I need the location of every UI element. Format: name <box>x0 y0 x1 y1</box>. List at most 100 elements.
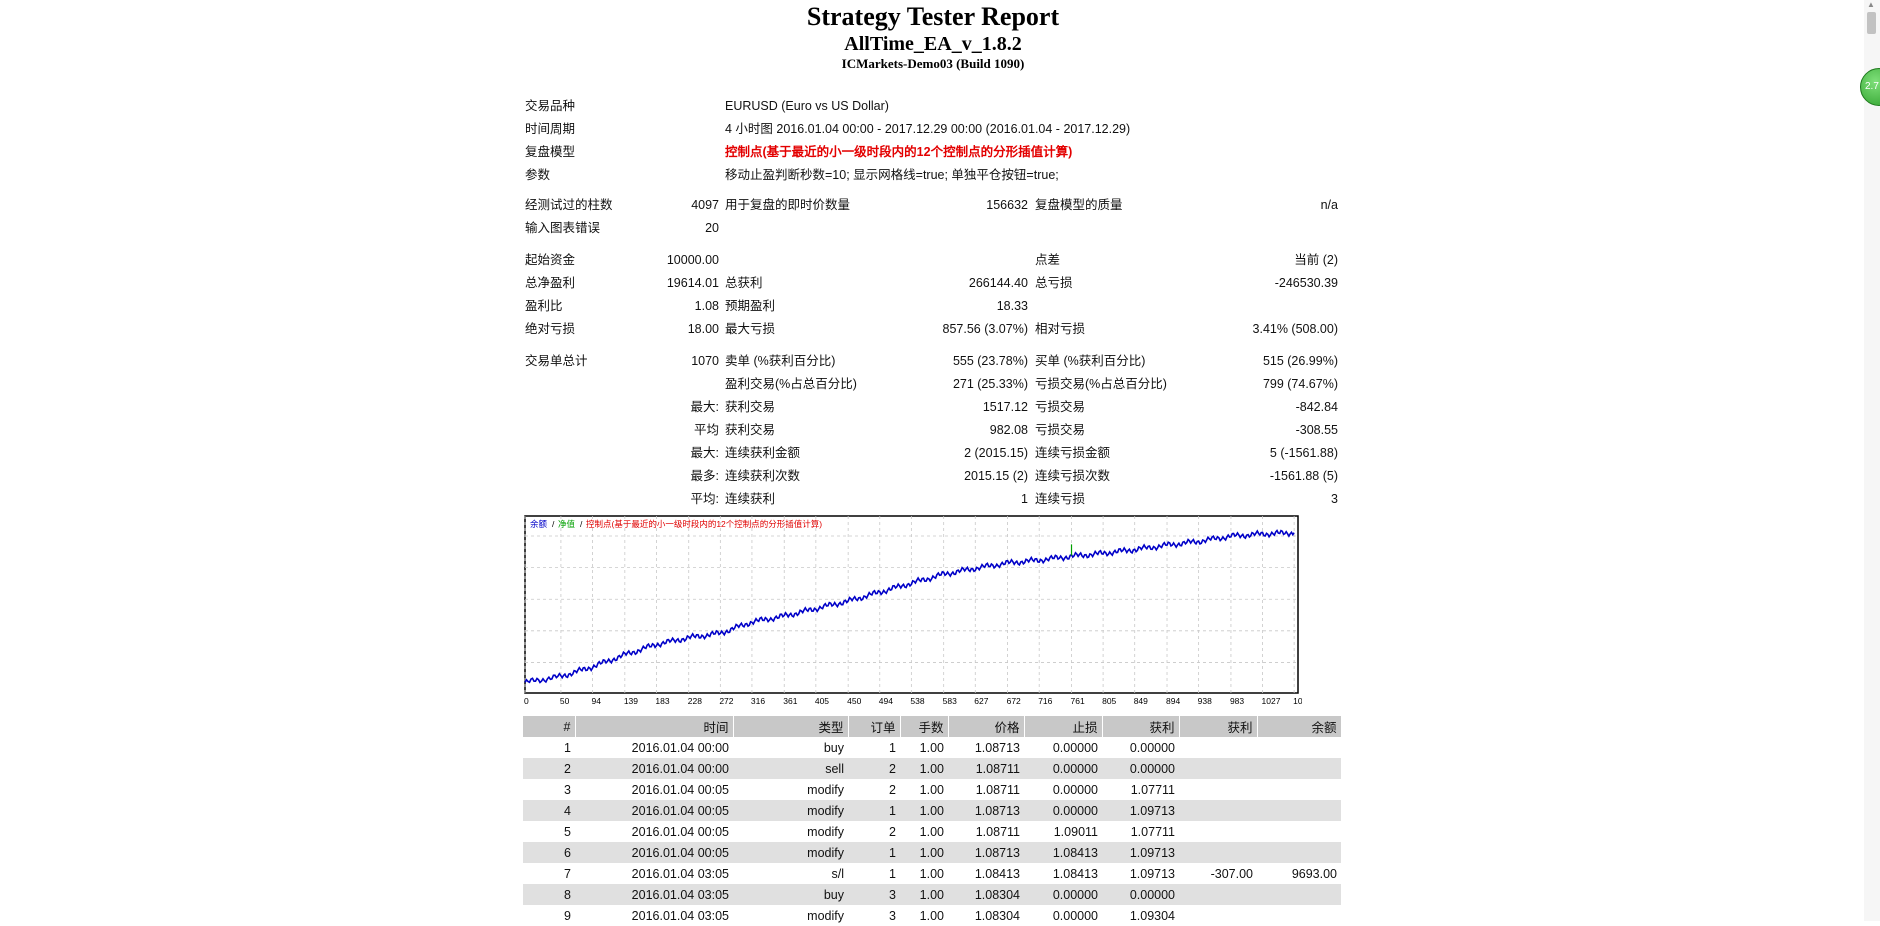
server-name: ICMarkets-Demo03 (Build 1090) <box>841 56 1025 71</box>
legend-balance: 余额 <box>530 519 548 529</box>
balance-line <box>524 529 1295 684</box>
stat-value: 3.41% (508.00) <box>1252 322 1338 336</box>
stat-prefix: 平均: <box>690 492 719 506</box>
stats-row-profit-factor: 盈利比 1.08 预期盈利 18.33 <box>525 295 1340 317</box>
stats-row-average-consecutive: 平均: 连续获利 1 连续亏损 3 <box>525 488 1340 510</box>
cell-col-type: modify <box>733 800 848 821</box>
cell-col-tp: 1.07711 <box>1130 824 1175 839</box>
cell-col-lots: 1.00 <box>919 908 944 923</box>
stat-label: 经测试过的柱数 <box>525 198 613 212</box>
stats-row-errors: 输入图表错误 20 <box>525 217 1340 239</box>
stat-label: 连续获利金额 <box>725 446 801 460</box>
cell-col-balance <box>1257 821 1341 842</box>
stat-label: 总亏损 <box>1035 276 1073 290</box>
stat-value: 266144.40 <box>968 276 1028 290</box>
cell-col-tp: 1.07711 <box>1130 782 1175 797</box>
cell-col-type: modify <box>807 908 844 923</box>
cell-col-sl: 1.08413 <box>1024 842 1102 863</box>
info-row-symbol: 交易品种 EURUSD (Euro vs US Dollar) <box>525 95 1340 117</box>
cell-col-type: s/l <box>831 866 845 881</box>
header-col-sl: 止损 <box>1024 716 1103 737</box>
cell-col-order: 1 <box>889 866 896 881</box>
cell-col-profit <box>1179 821 1257 842</box>
cell-col-type: modify <box>807 824 844 839</box>
cell-col-balance <box>1257 800 1341 821</box>
stat-label: 起始资金 <box>525 253 576 267</box>
stat-value: 5 (-1561.88) <box>1269 446 1338 460</box>
cell-col-tp: 1.09304 <box>1129 908 1175 923</box>
stat-label: 最大亏损 <box>725 322 776 336</box>
stat-prefix: 最大: <box>690 446 719 460</box>
table-row: 5 2016.01.04 00:05 modify 2 1.00 1.08711 1.090… <box>523 821 1341 842</box>
cell-col-tp: 0.00000 <box>1129 740 1175 755</box>
cell-col-lots: 1.00 <box>919 740 944 755</box>
stat-value: 2 (2015.15) <box>964 446 1028 460</box>
cell-col-tp: 1.09713 <box>1102 800 1179 821</box>
cell-col-lots: 1.00 <box>919 824 944 839</box>
stat-value: 982.08 <box>989 423 1028 437</box>
cell-col-order: 2 <box>889 782 896 797</box>
cell-col-sl: 0.00000 <box>1024 800 1102 821</box>
scroll-up-arrow-icon[interactable]: ▲ <box>1867 0 1875 9</box>
cell-col-profit <box>1179 842 1257 863</box>
x-tick-label: 272 <box>719 696 733 706</box>
stat-prefix: 最多: <box>690 469 719 483</box>
info-value: 控制点(基于最近的小一级时段内的12个控制点的分形插值计算) <box>725 145 1073 159</box>
info-row-model: 复盘模型 控制点(基于最近的小一级时段内的12个控制点的分形插值计算) <box>525 141 1340 163</box>
header-col-type: 类型 <box>733 716 849 737</box>
cell-col-price: 1.08713 <box>948 842 1024 863</box>
cell-col-time: 2016.01.04 03:05 <box>575 884 733 905</box>
cell-col-sl: 1.09011 <box>1053 824 1098 839</box>
stat-label: 交易单总计 <box>525 354 588 368</box>
stat-label: 复盘模型的质量 <box>1035 198 1123 212</box>
cell-col-price: 1.08711 <box>975 782 1020 797</box>
x-tick-label: 627 <box>974 696 988 706</box>
table-row: 4 2016.01.04 00:05 modify 1 1.00 1.08713 0.000… <box>523 800 1341 821</box>
cell-col-profit <box>1179 905 1257 926</box>
stat-label: 用于复盘的即时价数量 <box>725 198 851 212</box>
cell-col-balance <box>1257 779 1341 800</box>
scrollbar-thumb[interactable] <box>1867 12 1876 34</box>
cell-col-balance <box>1257 842 1341 863</box>
stat-value: 1070 <box>691 354 719 368</box>
cell-col-profit <box>1179 758 1257 779</box>
x-tick-label: 361 <box>783 696 797 706</box>
stat-label: 连续亏损金额 <box>1035 446 1111 460</box>
cell-col-lots: 1.00 <box>919 782 944 797</box>
info-value: 移动止盈判断秒数=10; 显示网格线=true; 单独平仓按钮=true; <box>725 168 1059 182</box>
table-row: 3 2016.01.04 00:05 modify 2 1.00 1.08711 0.000… <box>523 779 1341 800</box>
stat-value: 799 (74.67%) <box>1262 377 1338 391</box>
floating-badge[interactable]: 2.7 <box>1860 68 1880 106</box>
cell-col-lots: 1.00 <box>900 884 948 905</box>
cell-col-price: 1.08413 <box>974 866 1020 881</box>
table-row: 9 2016.01.04 03:05 modify 3 1.00 1.08304 0.000… <box>523 905 1341 926</box>
stat-value: 10000.00 <box>666 253 719 267</box>
x-tick-label: 183 <box>655 696 669 706</box>
info-value: 4 小时图 2016.01.04 00:00 - 2017.12.29 00:0… <box>725 122 1131 136</box>
x-tick-label: 139 <box>624 696 638 706</box>
stat-value: 1.08 <box>694 299 719 313</box>
cell-col-balance <box>1257 905 1341 926</box>
stat-value: 3 <box>1331 492 1338 506</box>
stat-label: 买单 (%获利百分比) <box>1035 354 1146 368</box>
stat-label: 总获利 <box>725 276 763 290</box>
cell-col-number: 4 <box>523 800 575 821</box>
x-tick-label: 228 <box>688 696 702 706</box>
x-tick-label: 716 <box>1038 696 1052 706</box>
cell-col-profit <box>1179 884 1257 905</box>
cell-col-sl: 0.00000 <box>1052 908 1098 923</box>
x-tick-label: 761 <box>1071 696 1085 706</box>
header-col-order: 订单 <box>848 716 901 737</box>
stat-label: 亏损交易(%占总百分比) <box>1035 377 1167 391</box>
cell-col-profit <box>1179 737 1257 758</box>
cell-col-type: modify <box>807 782 844 797</box>
stats-row-profit-trades: 盈利交易(%占总百分比) 271 (25.33%) 亏损交易(%占总百分比) 7… <box>525 373 1340 395</box>
stat-label: 连续获利 <box>725 492 776 506</box>
stat-label: 盈利比 <box>525 299 563 313</box>
x-tick-label: 672 <box>1007 696 1021 706</box>
stat-label: 预期盈利 <box>725 299 776 313</box>
table-row: 7 2016.01.04 03:05 s/l 1 1.00 1.08413 1.08413 1… <box>523 863 1341 884</box>
cell-col-number: 8 <box>523 884 575 905</box>
page-scrollbar[interactable]: ▲ <box>1864 0 1880 921</box>
x-tick-label: 805 <box>1102 696 1116 706</box>
